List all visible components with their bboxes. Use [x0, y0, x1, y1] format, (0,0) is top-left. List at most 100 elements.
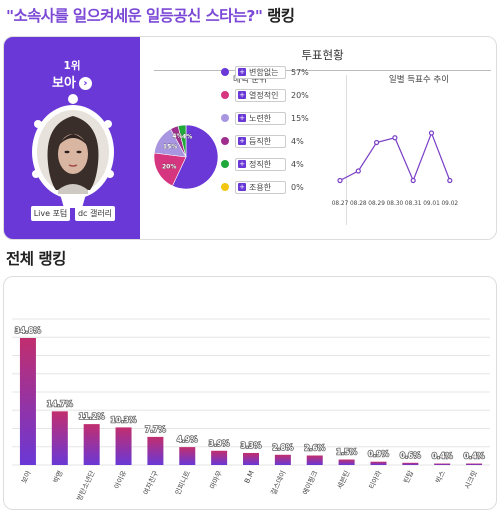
bar-4[interactable]: [147, 436, 164, 465]
bar-10[interactable]: [338, 459, 355, 465]
plus-icon: +: [238, 91, 246, 99]
pie-slice-label: 4%: [172, 133, 182, 140]
bar-value-label: 14.7%: [47, 399, 74, 408]
bar-category-label: 걸스데이: [269, 469, 288, 496]
legend-item: + 노련한 15%: [221, 111, 309, 125]
legend-label: 노련한: [249, 113, 272, 123]
plus-icon: +: [238, 114, 246, 122]
bar-value-label: 4.9%: [177, 435, 198, 444]
legend-label: 열정적인: [249, 90, 279, 100]
dc-gallery-button[interactable]: dc 갤러리: [75, 206, 115, 221]
charm-vote-button[interactable]: + 듬직한: [235, 134, 286, 148]
pie-slice-label: 4%: [182, 134, 192, 141]
bar-value-label: 0.6%: [400, 451, 421, 460]
winner-panel: 1위 보아 › Live 포텀 dc 갤러리: [4, 37, 140, 239]
bar-category-label: 에이핑크: [301, 469, 320, 497]
daily-votes-point: [392, 135, 398, 141]
bar-12[interactable]: [402, 462, 419, 465]
plus-icon: +: [238, 137, 246, 145]
title-suffix: 랭킹: [262, 7, 295, 25]
bar-value-label: 0.9%: [368, 450, 389, 459]
charm-pie-chart: 20% 15% 4% 4%: [153, 124, 219, 190]
daily-votes-point: [447, 177, 453, 184]
bar-category-label: 빅스: [433, 469, 447, 485]
pie-slice-4: [177, 124, 187, 158]
arrow-right-icon[interactable]: ›: [78, 77, 92, 90]
bar-category-label: 시크릿: [463, 469, 478, 490]
legend-dot-icon: [221, 114, 229, 122]
mirror-frame-portrait: [32, 94, 114, 208]
pie-slice-0: [171, 124, 219, 190]
daily-votes-x-label: 08.29: [368, 201, 385, 207]
bar-category-label: B.M: [243, 469, 256, 484]
bar-1[interactable]: [51, 411, 68, 465]
winner-card: 1위 보아 › Live 포텀 dc 갤러리 투표현황 매력 순위 일별: [3, 36, 497, 240]
legend-dot-icon: [221, 137, 229, 145]
bar-value-label: 2.8%: [272, 443, 293, 452]
legend-percent: 20%: [291, 90, 309, 100]
legend-dot-icon: [221, 183, 229, 191]
plus-icon: +: [238, 183, 246, 191]
bar-value-label: 34.8%: [15, 326, 42, 335]
bar-value-label: 10.3%: [111, 415, 138, 424]
pie-slice-label: 20%: [162, 164, 176, 171]
bar-2[interactable]: [83, 424, 100, 465]
charm-vote-button[interactable]: + 정직한: [235, 157, 286, 171]
winner-name: 보아: [52, 76, 76, 91]
bar-category-label: 틴탑: [402, 469, 416, 485]
bar-value-label: 0.4%: [432, 452, 453, 461]
bar-3[interactable]: [115, 427, 132, 465]
pie-slice-1: [153, 152, 187, 187]
charm-ranking-title: 매력 순위: [233, 75, 267, 85]
legend-percent: 15%: [291, 113, 309, 123]
bar-11[interactable]: [370, 461, 387, 465]
legend-item: + 변함없는 57%: [221, 65, 309, 79]
bar-8[interactable]: [274, 454, 291, 465]
daily-votes-point: [373, 139, 380, 146]
bar-value-label: 3.9%: [209, 439, 230, 448]
plus-icon: +: [238, 68, 246, 76]
legend-percent: 57%: [291, 67, 309, 77]
bar-category-label: 방탄소년단: [75, 469, 97, 502]
daily-votes-point: [355, 168, 361, 174]
title-quote-open: ": [6, 7, 14, 25]
winner-name-link[interactable]: 보아 ›: [4, 72, 140, 91]
bar-13[interactable]: [434, 463, 451, 465]
legend-dot-icon: [221, 68, 229, 76]
bar-category-label: 마마무: [208, 469, 225, 491]
bar-value-label: 7.7%: [145, 425, 166, 434]
legend-percent: 4%: [291, 159, 304, 169]
bar-category-label: 인피니트: [173, 469, 192, 497]
bar-5[interactable]: [179, 447, 196, 465]
plus-icon: +: [238, 160, 246, 168]
legend-item: + 정직한 4%: [221, 157, 304, 171]
bar-6[interactable]: [211, 450, 228, 465]
legend-dot-icon: [221, 91, 229, 99]
vote-status-title: 투표현황: [154, 47, 491, 71]
legend-label: 변함없는: [249, 67, 279, 77]
page-title: "소속사를 일으켜세운 일등공신 스타는?" 랭킹: [6, 4, 496, 26]
pie-slice-label: 15%: [163, 144, 177, 151]
bar-category-label: 티아라: [367, 469, 384, 491]
bar-14[interactable]: [466, 463, 483, 465]
section-divider: [346, 75, 347, 225]
bar-category-label: 보아: [19, 469, 33, 485]
bar-9[interactable]: [306, 455, 323, 465]
bar-value-label: 11.2%: [79, 412, 106, 421]
bar-0[interactable]: [19, 337, 36, 465]
legend-percent: 4%: [291, 136, 304, 146]
daily-votes-title: 일별 득표수 추이: [388, 75, 450, 85]
overall-ranking-chart: 34.8% 보아 14.7% 박명 11.2% 방탄소년단 10.3% 아이유 7.7% 여자친구…: [12, 318, 490, 502]
bar-value-label: 2.6%: [304, 444, 325, 453]
charm-vote-button[interactable]: + 노련한: [235, 111, 286, 125]
legend-label: 정직한: [249, 159, 272, 169]
charm-vote-button[interactable]: + 조용한: [235, 180, 286, 194]
live-forum-button[interactable]: Live 포텀: [31, 206, 70, 221]
title-quote-close: ": [254, 7, 263, 25]
bar-7[interactable]: [243, 452, 259, 465]
legend-label: 조용한: [249, 182, 272, 192]
charm-vote-button[interactable]: + 변함없는: [235, 65, 286, 79]
legend-percent: 0%: [291, 182, 304, 192]
charm-vote-button[interactable]: + 열정적인: [235, 88, 286, 102]
bar-category-label: 세븐틴: [335, 469, 351, 490]
